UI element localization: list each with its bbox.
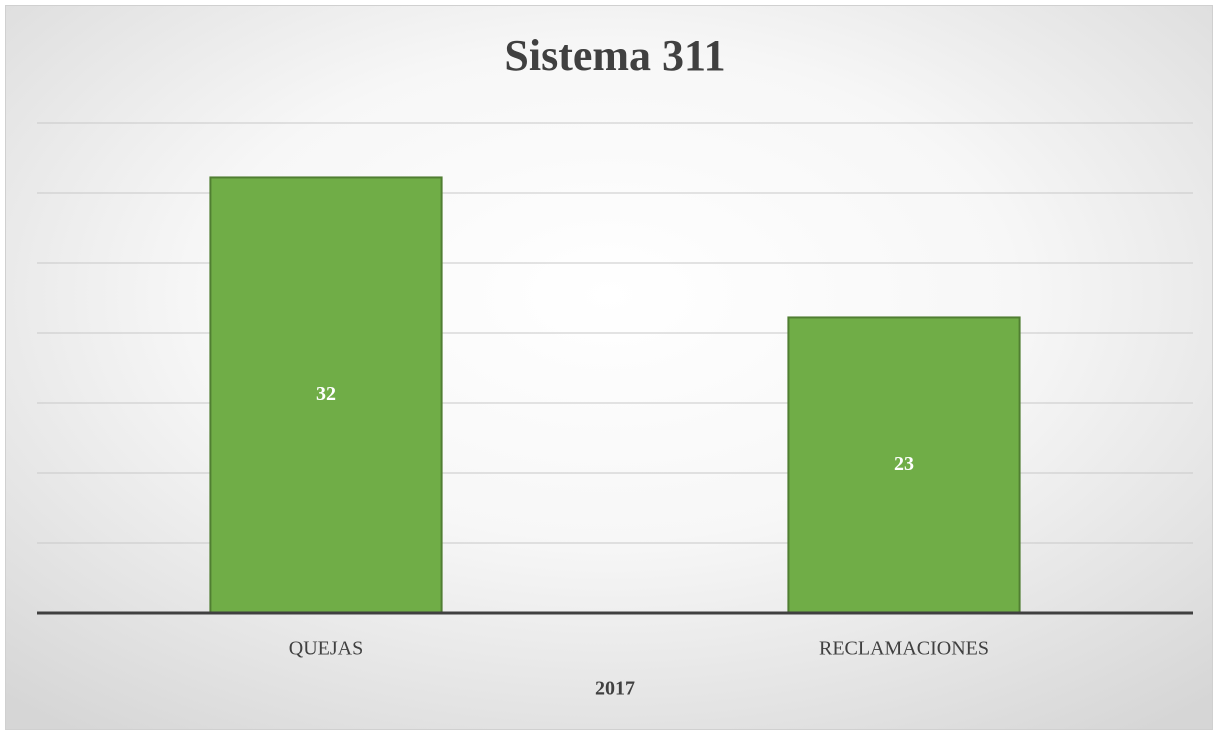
chart-background — [5, 5, 1213, 730]
chart-title: Sistema 311 — [504, 31, 725, 80]
bar — [209, 176, 443, 614]
data-label: 23 — [894, 453, 914, 475]
x-axis-title: 2017 — [595, 678, 635, 700]
x-tick-label: QUEJAS — [289, 638, 363, 660]
x-tick-label: RECLAMACIONES — [819, 638, 989, 660]
data-label: 32 — [316, 383, 336, 405]
bar — [787, 316, 1021, 614]
